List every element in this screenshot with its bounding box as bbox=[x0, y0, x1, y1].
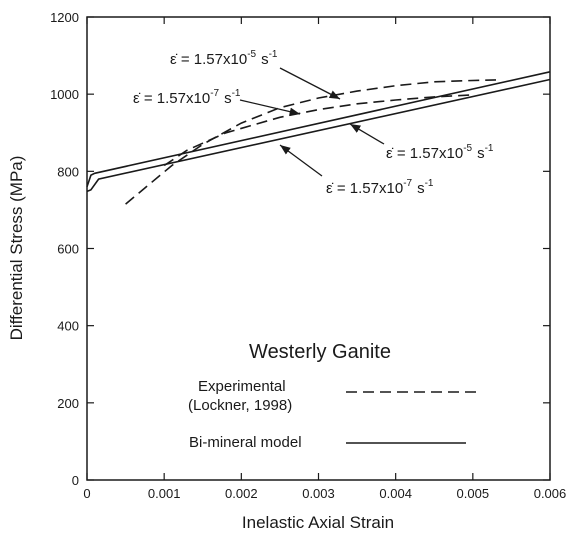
rate-label: ε̇ = 1.57x10-7 s-1 bbox=[326, 178, 434, 197]
y-tick-label: 400 bbox=[57, 319, 79, 334]
annotation-arrow bbox=[239, 99, 301, 116]
rate-exponent: -5 bbox=[463, 143, 472, 154]
y-tick-label: 1000 bbox=[50, 87, 79, 102]
exp-series-slow bbox=[163, 94, 473, 167]
chart-title: Westerly Ganite bbox=[249, 341, 391, 363]
rate-label: ε̇ = 1.57x10-5 s-1 bbox=[386, 143, 494, 162]
rate-exponent: -5 bbox=[247, 49, 256, 60]
plot-frame bbox=[86, 16, 551, 481]
rate-unit: s bbox=[261, 51, 269, 68]
y-tick-label: 200 bbox=[57, 396, 79, 411]
annotation-arrow bbox=[349, 123, 385, 145]
rate-unit: s bbox=[477, 145, 485, 162]
rate-unit-exponent: -1 bbox=[269, 49, 278, 60]
data-series bbox=[86, 71, 551, 205]
rate-equals: = bbox=[140, 90, 157, 107]
annotation-arrow bbox=[279, 67, 341, 100]
rate-unit-exponent: -1 bbox=[425, 178, 434, 189]
rate-label: ε̇ = 1.57x10-5 s-1 bbox=[170, 49, 278, 68]
x-tick-label: 0.002 bbox=[225, 486, 258, 501]
rate-equals: = bbox=[333, 180, 350, 197]
rate-unit-exponent: -1 bbox=[232, 88, 241, 99]
rate-base: 1.57x10 bbox=[194, 51, 247, 68]
legend: Experimental (Lockner, 1998) Bi-mineral … bbox=[188, 378, 476, 451]
strain-rate-symbol: ε̇ bbox=[133, 90, 141, 107]
x-tick-label: 0.003 bbox=[302, 486, 335, 501]
rate-unit: s bbox=[224, 90, 232, 107]
rate-equals: = bbox=[177, 51, 194, 68]
rate-exponent: -7 bbox=[403, 178, 412, 189]
rate-annotation: ε̇ = 1.57x10-7 s-1 bbox=[133, 88, 301, 116]
rate-base: 1.57x10 bbox=[350, 180, 403, 197]
y-tick-label: 600 bbox=[57, 242, 79, 257]
exp-series-fast bbox=[125, 79, 497, 205]
rate-annotation: ε̇ = 1.57x10-5 s-1 bbox=[170, 49, 341, 100]
rate-base: 1.57x10 bbox=[410, 145, 463, 162]
y-axis-title: Differential Stress (MPa) bbox=[7, 156, 26, 341]
axis-ticks: 0 0.001 0.002 0.003 0.004 0.005 0.006 0 200 400 60… bbox=[50, 10, 566, 501]
x-tick-label: 0.004 bbox=[379, 486, 412, 501]
x-tick-label: 0.001 bbox=[148, 486, 181, 501]
x-tick-label: 0.006 bbox=[534, 486, 567, 501]
rate-annotation: ε̇ = 1.57x10-5 s-1 bbox=[349, 123, 494, 162]
y-tick-label: 0 bbox=[72, 473, 79, 488]
model-series-fast bbox=[86, 71, 551, 188]
annotation-arrow bbox=[279, 144, 323, 177]
rate-annotation: ε̇ = 1.57x10-7 s-1 bbox=[279, 144, 434, 197]
x-tick-label: 0.005 bbox=[457, 486, 490, 501]
rate-equals: = bbox=[393, 145, 410, 162]
rate-base: 1.57x10 bbox=[157, 90, 210, 107]
model-series-slow bbox=[86, 78, 551, 193]
strain-rate-symbol: ε̇ bbox=[326, 180, 334, 197]
rate-label: ε̇ = 1.57x10-7 s-1 bbox=[133, 88, 241, 107]
rate-annotations: ε̇ = 1.57x10-5 s-1ε̇ = 1.57x10-7 s-1ε̇ = 1… bbox=[133, 49, 494, 197]
y-tick-label: 800 bbox=[57, 164, 79, 179]
strain-rate-symbol: ε̇ bbox=[170, 51, 178, 68]
legend-label-experimental: Experimental bbox=[198, 378, 286, 395]
x-tick-label: 0 bbox=[83, 486, 90, 501]
rate-unit: s bbox=[417, 180, 425, 197]
rate-unit-exponent: -1 bbox=[485, 143, 494, 154]
strain-rate-symbol: ε̇ bbox=[386, 145, 394, 162]
legend-label-lockner: (Lockner, 1998) bbox=[188, 397, 292, 414]
x-axis-title: Inelastic Axial Strain bbox=[242, 513, 394, 532]
rate-exponent: -7 bbox=[210, 88, 219, 99]
y-tick-label: 1200 bbox=[50, 10, 79, 25]
legend-label-bi-mineral: Bi-mineral model bbox=[189, 434, 302, 451]
